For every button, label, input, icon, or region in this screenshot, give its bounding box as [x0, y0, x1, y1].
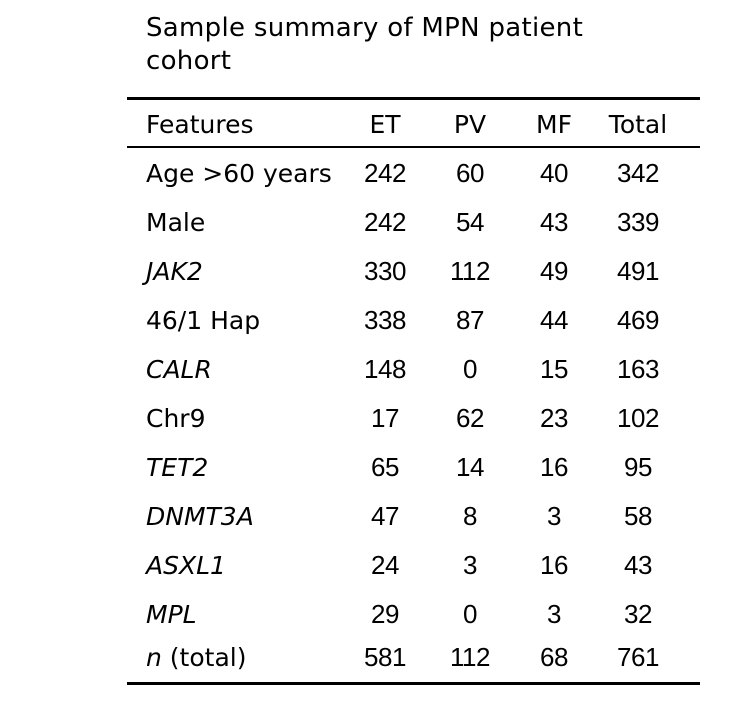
header-total: Total [608, 110, 668, 139]
table-row: ASXL1 24 3 16 43 [0, 541, 730, 590]
et-cell: 148 [364, 354, 406, 384]
feature-cell: Chr9 [146, 404, 206, 433]
et-cell: 47 [371, 501, 399, 531]
total-cell: 32 [624, 599, 652, 629]
table-row: Chr9 17 62 23 102 [0, 394, 730, 443]
total-cell: 491 [617, 256, 659, 286]
et-total-cell: 581 [364, 642, 406, 672]
pv-cell: 112 [450, 256, 490, 286]
header-rule [127, 146, 700, 148]
total-row-label: n (total) [146, 633, 246, 682]
mf-cell: 44 [540, 305, 568, 335]
table-row: TET2 65 14 16 95 [0, 443, 730, 492]
table-row: 46/1 Hap 338 87 44 469 [0, 296, 730, 345]
top-rule [127, 97, 700, 100]
mf-cell: 16 [540, 550, 568, 580]
feature-cell: TET2 [146, 453, 209, 482]
feature-cell: JAK2 [146, 257, 203, 286]
mf-total-cell: 68 [540, 642, 568, 672]
mf-cell: 49 [540, 256, 568, 286]
feature-cell: CALR [146, 355, 212, 384]
et-cell: 242 [364, 158, 406, 188]
total-cell: 95 [624, 452, 652, 482]
mf-cell: 15 [540, 354, 568, 384]
table-row: Male 242 54 43 339 [0, 198, 730, 247]
feature-cell: MPL [146, 600, 197, 629]
pv-cell: 0 [463, 354, 477, 384]
pv-cell: 60 [456, 158, 484, 188]
mf-cell: 3 [547, 599, 561, 629]
pv-cell: 62 [456, 403, 484, 433]
mf-cell: 40 [540, 158, 568, 188]
feature-cell: Male [146, 208, 206, 237]
pv-cell: 3 [463, 550, 477, 580]
et-cell: 24 [371, 550, 399, 580]
table-row: JAK2 330 112 49 491 [0, 247, 730, 296]
header-mf: MF [536, 110, 572, 139]
header-features: Features [146, 110, 254, 139]
feature-cell: ASXL1 [146, 551, 226, 580]
table-row: CALR 148 0 15 163 [0, 345, 730, 394]
total-cell: 102 [617, 403, 659, 433]
bottom-rule [127, 682, 700, 685]
header-et: ET [369, 110, 401, 139]
total-cell: 58 [624, 501, 652, 531]
mf-cell: 43 [540, 207, 568, 237]
et-cell: 338 [364, 305, 406, 335]
table-row: MPL 29 0 3 32 [0, 590, 730, 639]
pv-cell: 14 [456, 452, 484, 482]
grand-total-cell: 761 [617, 642, 659, 672]
mf-cell: 16 [540, 452, 568, 482]
et-cell: 242 [364, 207, 406, 237]
table-row: Age >60 years 242 60 40 342 [0, 149, 730, 198]
pv-cell: 54 [456, 207, 484, 237]
feature-cell: Age >60 years [146, 159, 332, 188]
total-cell: 163 [617, 354, 659, 384]
et-cell: 330 [364, 256, 406, 286]
n-symbol: n [146, 643, 162, 672]
pv-total-cell: 112 [450, 642, 490, 672]
et-cell: 65 [371, 452, 399, 482]
et-cell: 17 [371, 403, 399, 433]
mf-cell: 23 [540, 403, 568, 433]
pv-cell: 8 [463, 501, 477, 531]
header-row: Features ET PV MF Total [0, 100, 730, 149]
total-cell: 342 [617, 158, 659, 188]
mf-cell: 3 [547, 501, 561, 531]
et-cell: 29 [371, 599, 399, 629]
pv-cell: 0 [463, 599, 477, 629]
feature-cell: DNMT3A [146, 502, 254, 531]
total-cell: 43 [624, 550, 652, 580]
feature-cell: 46/1 Hap [146, 306, 261, 335]
total-cell: 339 [617, 207, 659, 237]
total-row: n (total) 581 112 68 761 [0, 633, 730, 682]
table-title: Sample summary of MPN patient cohort [146, 13, 584, 76]
total-cell: 469 [617, 305, 659, 335]
table-row: DNMT3A 47 8 3 58 [0, 492, 730, 541]
header-pv: PV [453, 110, 487, 139]
pv-cell: 87 [456, 305, 484, 335]
total-label-text: (total) [161, 643, 247, 672]
